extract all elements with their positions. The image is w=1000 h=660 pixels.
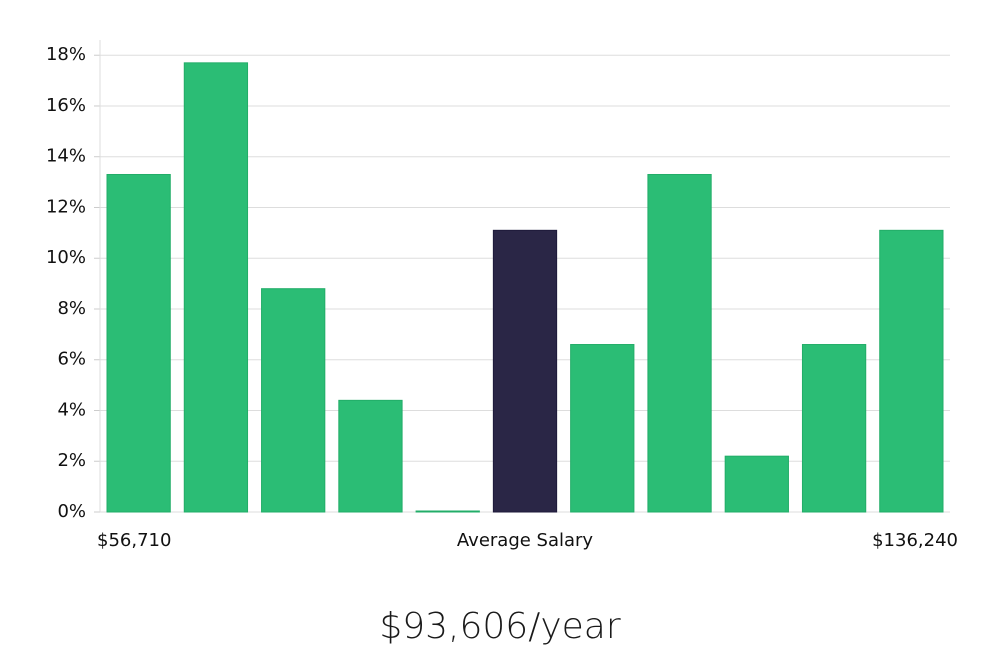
- bar-average-salary: [492, 229, 558, 513]
- y-tick-label: 6%: [57, 349, 86, 370]
- y-tick-label: 0%: [57, 501, 86, 522]
- bar: [415, 510, 480, 513]
- y-axis-ticks: 0% 2% 4% 6% 8% 10% 12% 14% 16% 18%: [46, 44, 100, 522]
- x-max-label: $136,240: [872, 530, 958, 551]
- bar: [724, 455, 789, 513]
- bar: [183, 62, 249, 513]
- y-tick-label: 12%: [46, 196, 86, 217]
- y-tick-label: 2%: [57, 450, 86, 471]
- y-tick-label: 14%: [46, 146, 86, 167]
- y-tick-label: 16%: [46, 95, 86, 116]
- y-tick-label: 10%: [46, 247, 86, 268]
- bar: [106, 173, 171, 513]
- bar: [647, 173, 712, 513]
- average-salary-value: $93,606/year: [379, 606, 621, 647]
- bars: [106, 62, 944, 513]
- bar: [570, 344, 635, 513]
- bar: [879, 229, 944, 513]
- y-tick-label: 18%: [46, 44, 86, 65]
- y-tick-label: 4%: [57, 399, 86, 420]
- y-tick-label: 8%: [57, 298, 86, 319]
- bar: [338, 399, 403, 513]
- bar: [801, 344, 867, 513]
- x-center-label: Average Salary: [457, 530, 594, 551]
- bar: [261, 288, 326, 513]
- salary-histogram: 0% 2% 4% 6% 8% 10% 12% 14% 16% 18% $56,710 Averag…: [46, 40, 958, 551]
- x-min-label: $56,710: [97, 530, 171, 551]
